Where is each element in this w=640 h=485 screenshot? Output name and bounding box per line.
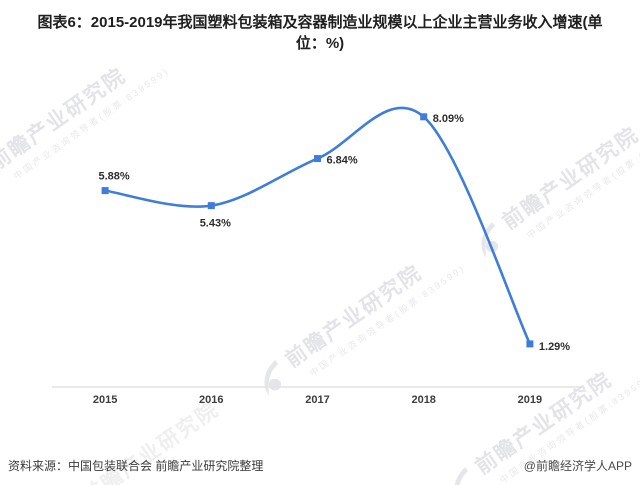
data-point-marker bbox=[101, 187, 109, 195]
footer: 资料来源：中国包装联合会 前瞻产业研究院整理 @前瞻经济学人APP bbox=[0, 455, 640, 475]
data-source-text: 资料来源：中国包装联合会 前瞻产业研究院整理 bbox=[8, 459, 264, 473]
x-tick-label: 2019 bbox=[518, 394, 542, 406]
x-tick-label: 2017 bbox=[305, 394, 329, 406]
data-point-marker bbox=[526, 340, 534, 348]
line-series bbox=[103, 106, 532, 346]
data-point-marker bbox=[207, 202, 215, 210]
line-chart-canvas: 5.88% 5.43% 6.84% 8.09% 1.29% 2015 2016 2017 201… bbox=[52, 106, 583, 406]
data-point-label: 8.09% bbox=[433, 113, 464, 125]
x-tick-label: 2018 bbox=[411, 394, 435, 406]
page-title: 图表6：2015-2019年我国塑料包装箱及容器制造业规模以上企业主营业务收入增… bbox=[37, 14, 603, 52]
credit-text: @前瞻经济学人APP bbox=[523, 459, 632, 473]
data-point-label: 1.29% bbox=[539, 341, 570, 353]
data-point-label: 5.88% bbox=[98, 171, 129, 183]
data-point-marker bbox=[314, 155, 321, 163]
data-point-marker bbox=[420, 113, 428, 121]
x-tick-label: 2016 bbox=[199, 394, 223, 406]
data-point-label: 5.43% bbox=[200, 218, 231, 230]
x-tick-label: 2015 bbox=[93, 394, 117, 406]
data-point-label: 6.84% bbox=[327, 155, 358, 167]
